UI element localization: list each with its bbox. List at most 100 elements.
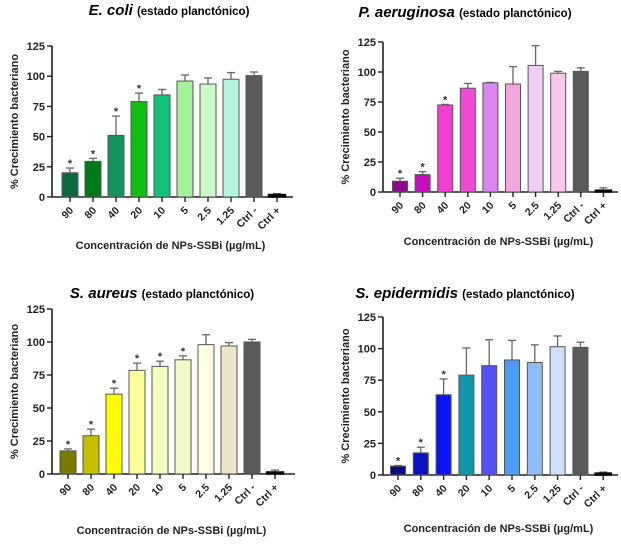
y-tick-label: 50 (364, 407, 376, 419)
y-tick-label: 75 (364, 97, 376, 109)
chart-title: E. coli (estado planctónico) (89, 2, 250, 19)
x-tick-label: 1.25 (541, 200, 564, 223)
x-tick-label: 40 (105, 205, 122, 222)
y-axis-title: % Crecimiento bacteriano (340, 49, 352, 184)
significance-star: * (420, 162, 425, 174)
x-tick-label: 2.5 (523, 200, 542, 219)
bar-80 (414, 174, 431, 193)
x-tick-label: 80 (412, 200, 429, 217)
chart-title: S. aureus (estado planctónico) (70, 285, 254, 302)
chart-title: P. aeruginosa (estado planctónico) (358, 4, 571, 21)
bar-Ctrl- (572, 346, 589, 476)
significance-star: * (114, 106, 119, 118)
y-tick-label: 125 (27, 304, 45, 316)
bar-Ctrl- (243, 341, 261, 475)
y-tick-label: 0 (370, 187, 376, 199)
x-tick-label: 20 (128, 205, 145, 222)
y-axis-title: % Crecimiento bacteriano (9, 324, 21, 459)
chart-title-condition: (estado planctónico) (137, 6, 250, 18)
chart-title-species: S. epidermidis (355, 285, 462, 302)
bar-2.5 (199, 83, 217, 198)
y-tick-label: 125 (27, 41, 45, 53)
chart-title-condition: (estado planctónico) (462, 289, 575, 301)
y-tick-label: 0 (370, 470, 376, 482)
bar-1.25 (220, 345, 238, 475)
bar-40 (107, 134, 125, 198)
x-tick-label: 20 (456, 483, 473, 500)
x-tick-label: 10 (149, 482, 166, 499)
significance-star: * (181, 346, 186, 358)
bar-40 (435, 394, 452, 476)
y-tick-label: 25 (33, 436, 45, 448)
bar-10 (482, 82, 499, 193)
significance-star: * (89, 419, 94, 431)
x-tick-label: 20 (457, 200, 474, 217)
y-tick-label: 125 (358, 312, 376, 324)
x-tick-label: 40 (103, 482, 120, 499)
bar-40 (105, 393, 123, 475)
chart-panel-3: S. epidermidis (estado planctónico) 0 25 50… (340, 285, 618, 535)
x-tick-label: 1.25 (212, 482, 235, 505)
bar-90 (59, 450, 77, 475)
bar-Ctrl+ (594, 189, 613, 193)
x-tick-label: 2.5 (193, 482, 212, 501)
chart-title-species: E. coli (89, 2, 137, 19)
x-axis-title: Concentración de NPs-SSBi (µg/mL) (404, 523, 594, 535)
x-axis-title: Concentración de NPs-SSBi (µg/mL) (404, 236, 594, 248)
bar-5 (174, 359, 192, 475)
y-tick-label: 75 (364, 375, 376, 387)
x-tick-label: 90 (387, 483, 404, 500)
bar-1.25 (549, 346, 566, 476)
bar-10 (481, 365, 498, 476)
bar-Ctrl+ (267, 193, 287, 198)
x-tick-label: Ctrl + (582, 200, 610, 228)
significance-star: * (158, 351, 163, 363)
y-tick-label: 50 (364, 127, 376, 139)
x-axis-title: Concentración de NPs-SSBi (µg/mL) (77, 525, 267, 537)
bar-80 (84, 160, 102, 198)
x-tick-label: 20 (126, 482, 143, 499)
x-tick-label: 80 (82, 205, 99, 222)
x-tick-label: 90 (57, 482, 74, 499)
x-tick-label: Ctrl + (253, 482, 281, 510)
x-tick-label: 2.5 (522, 483, 541, 502)
y-tick-label: 50 (33, 403, 45, 415)
x-tick-label: 2.5 (195, 205, 214, 224)
x-tick-label: 80 (410, 483, 427, 500)
chart-title-condition: (estado planctónico) (142, 289, 255, 301)
significance-star: * (68, 158, 73, 170)
x-tick-label: 1.25 (214, 205, 237, 228)
bar-Ctrl+ (594, 472, 612, 476)
y-axis-title: % Crecimiento bacteriano (9, 54, 21, 189)
y-tick-label: 100 (358, 344, 376, 356)
bar-5 (504, 359, 520, 476)
x-tick-label: Ctrl - (234, 204, 260, 230)
bar-1.25 (550, 72, 567, 193)
x-tick-label: 90 (59, 205, 76, 222)
bar-20 (130, 101, 148, 198)
chart-title-species: S. aureus (70, 285, 142, 302)
significance-star: * (398, 168, 403, 180)
x-tick-label: 40 (433, 483, 450, 500)
x-tick-label: 5 (506, 483, 519, 496)
bar-80 (82, 435, 100, 475)
y-tick-label: 0 (39, 469, 45, 481)
significance-star: * (112, 378, 117, 390)
y-tick-label: 50 (33, 132, 45, 144)
bar-90 (61, 172, 79, 198)
bar-Ctrl- (572, 70, 589, 193)
x-tick-label: 5 (179, 205, 192, 218)
bar-80 (412, 452, 429, 476)
x-tick-label: Ctrl + (582, 483, 610, 511)
bar-20 (128, 369, 146, 475)
x-tick-label: 5 (507, 200, 520, 213)
significance-star: * (137, 83, 142, 95)
x-tick-label: 90 (389, 200, 406, 217)
bar-1.25 (222, 78, 240, 198)
y-tick-label: 125 (358, 37, 376, 49)
x-tick-label: 1.25 (541, 483, 564, 506)
x-axis-title: Concentración de NPs-SSBi (µg/mL) (76, 240, 266, 252)
y-tick-label: 25 (33, 162, 45, 174)
significance-star: * (66, 439, 71, 451)
